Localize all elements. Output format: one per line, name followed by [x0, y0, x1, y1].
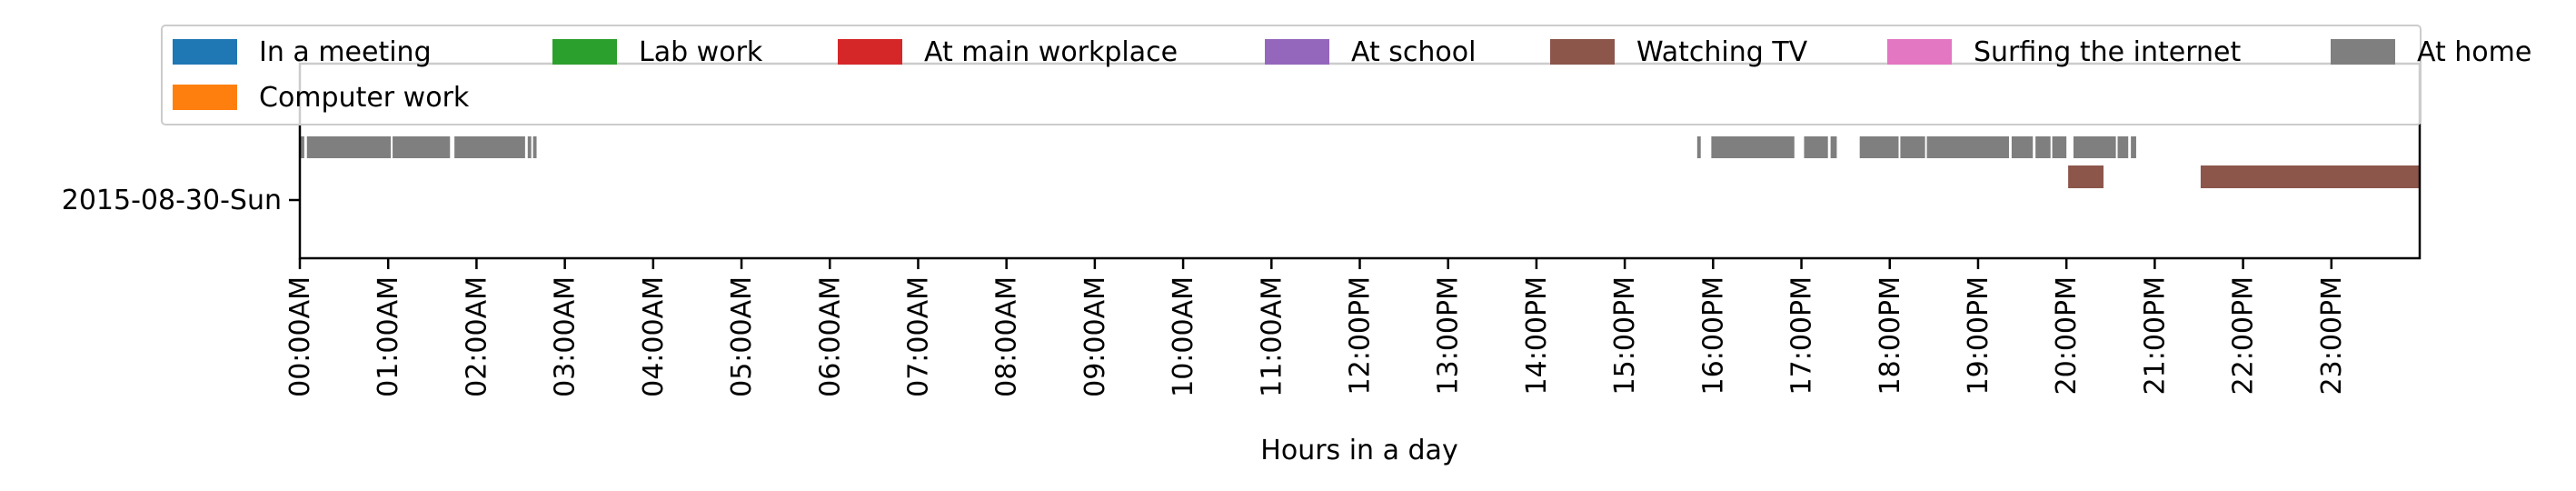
x-tick-label: 15:00PM — [1609, 276, 1641, 395]
x-tick-label: 23:00PM — [2316, 276, 2348, 395]
bar-at-home-13 — [2011, 136, 2034, 158]
bar-watching-tv-0 — [2068, 165, 2104, 188]
bar-at-home-8 — [1804, 136, 1828, 158]
bar-at-home-3 — [454, 136, 525, 158]
x-tick-label: 20:00PM — [2051, 276, 2083, 395]
legend-swatch-0 — [173, 39, 237, 65]
legend-label-2: At main workplace — [924, 36, 1178, 68]
bar-watching-tv-1 — [2200, 165, 2420, 188]
chart-marks — [300, 136, 2420, 188]
legend-box — [161, 25, 2422, 125]
legend-swatch-7 — [173, 85, 237, 110]
x-tick-label: 04:00AM — [638, 276, 670, 397]
legend-swatch-6 — [2331, 39, 2395, 65]
bar-at-home-15 — [2052, 136, 2067, 158]
x-axis: 00:00AM 01:00AM 02:00AM 03:00AM 04:00AM 05:00… — [284, 258, 2348, 397]
x-tick-label: 10:00AM — [1168, 276, 1199, 397]
bar-at-home-10 — [1859, 136, 1899, 158]
x-tick-label: 14:00PM — [1521, 276, 1553, 395]
x-tick-label: 00:00AM — [284, 276, 316, 397]
x-axis-label: Hours in a day — [1260, 435, 1457, 466]
x-tick-label: 06:00AM — [814, 276, 846, 397]
legend-swatch-5 — [1887, 39, 1952, 65]
x-tick-label: 21:00PM — [2139, 276, 2171, 395]
bar-at-home-7 — [1711, 136, 1795, 158]
legend-label-6: At home — [2417, 36, 2531, 68]
x-tick-label: 11:00AM — [1256, 276, 1288, 397]
legend-label-4: Watching TV — [1636, 36, 1808, 68]
bar-at-home-12 — [1926, 136, 2009, 158]
x-tick-label: 18:00PM — [1875, 276, 1906, 395]
bar-at-home-6 — [1696, 136, 1701, 158]
x-tick-label: 17:00PM — [1786, 276, 1818, 395]
x-tick-label: 09:00AM — [1079, 276, 1111, 397]
legend-swatch-4 — [1550, 39, 1615, 65]
legend: In a meeting Lab work At main workplace At … — [161, 25, 2531, 125]
x-tick-label: 19:00PM — [1963, 276, 1994, 395]
bar-at-home-0 — [300, 136, 304, 158]
x-tick-label: 07:00AM — [902, 276, 934, 397]
x-tick-label: 12:00PM — [1345, 276, 1377, 395]
legend-swatch-3 — [1265, 39, 1329, 65]
y-tick-label: 2015-08-30-Sun — [62, 185, 282, 216]
bar-at-home-14 — [2035, 136, 2051, 158]
legend-swatch-1 — [552, 39, 617, 65]
bar-at-home-5 — [532, 136, 537, 158]
legend-label-1: Lab work — [639, 36, 763, 68]
bar-at-home-1 — [306, 136, 392, 158]
x-tick-label: 13:00PM — [1433, 276, 1465, 395]
legend-label-0: In a meeting — [259, 36, 432, 68]
x-tick-label: 03:00AM — [550, 276, 582, 397]
bar-at-home-11 — [1900, 136, 1925, 158]
x-tick-label: 08:00AM — [991, 276, 1023, 397]
y-axis: 2015-08-30-Sun — [62, 185, 300, 216]
x-tick-label: 16:00PM — [1697, 276, 1729, 395]
bar-at-home-18 — [2131, 136, 2136, 158]
legend-label-5: Surfing the internet — [1974, 36, 2241, 68]
bar-at-home-17 — [2117, 136, 2129, 158]
legend-swatch-2 — [838, 39, 902, 65]
bar-at-home-4 — [527, 136, 532, 158]
x-tick-label: 02:00AM — [461, 276, 492, 397]
legend-label-3: At school — [1351, 36, 1476, 68]
x-tick-label: 05:00AM — [726, 276, 758, 397]
bar-at-home-9 — [1830, 136, 1837, 158]
bar-at-home-16 — [2073, 136, 2116, 158]
x-tick-label: 22:00PM — [2228, 276, 2260, 395]
bar-at-home-2 — [393, 136, 451, 158]
legend-label-7: Computer work — [259, 82, 470, 114]
x-tick-label: 01:00AM — [373, 276, 404, 397]
